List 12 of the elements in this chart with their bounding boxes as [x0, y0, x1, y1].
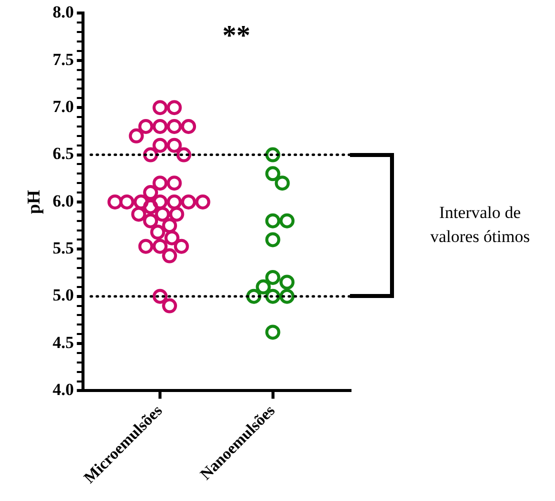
- y-tick-label: 7.0: [52, 96, 74, 116]
- y-tick-label: 6.5: [52, 144, 74, 164]
- annotation: **: [222, 20, 250, 52]
- y-tick-label: 4.0: [52, 380, 74, 400]
- y-tick-label: 8.0: [52, 2, 74, 22]
- text: Intervalo de valores ótimos: [430, 203, 530, 246]
- y-tick-label: 5.5: [52, 238, 74, 258]
- y-tick-label: 7.5: [52, 50, 74, 69]
- y-tick-label: 6.0: [52, 191, 74, 210]
- y-tick-label: 4.5: [52, 332, 74, 352]
- y-axis-title: pH: [23, 190, 44, 214]
- y-tick-label: 5.0: [52, 286, 74, 305]
